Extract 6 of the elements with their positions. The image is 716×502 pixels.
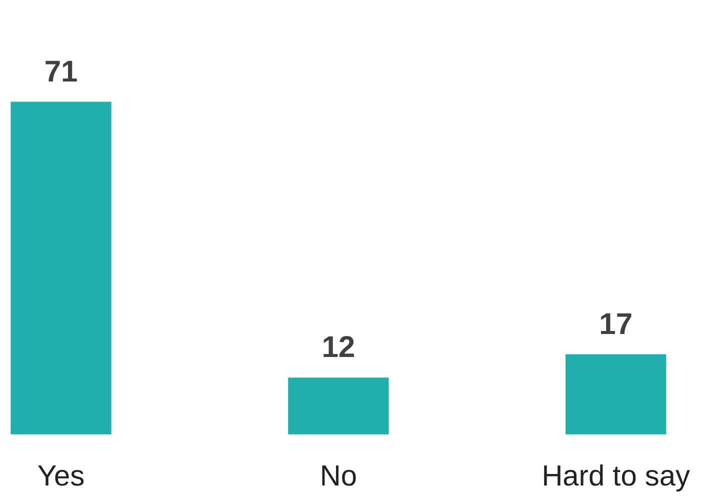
x-tick-label: No <box>320 460 357 492</box>
data-label: 17 <box>599 308 633 341</box>
x-tick-label: Hard to say <box>542 460 690 492</box>
x-tick-label: Yes <box>37 460 85 492</box>
data-label: 71 <box>44 55 78 88</box>
data-label: 12 <box>322 331 356 364</box>
